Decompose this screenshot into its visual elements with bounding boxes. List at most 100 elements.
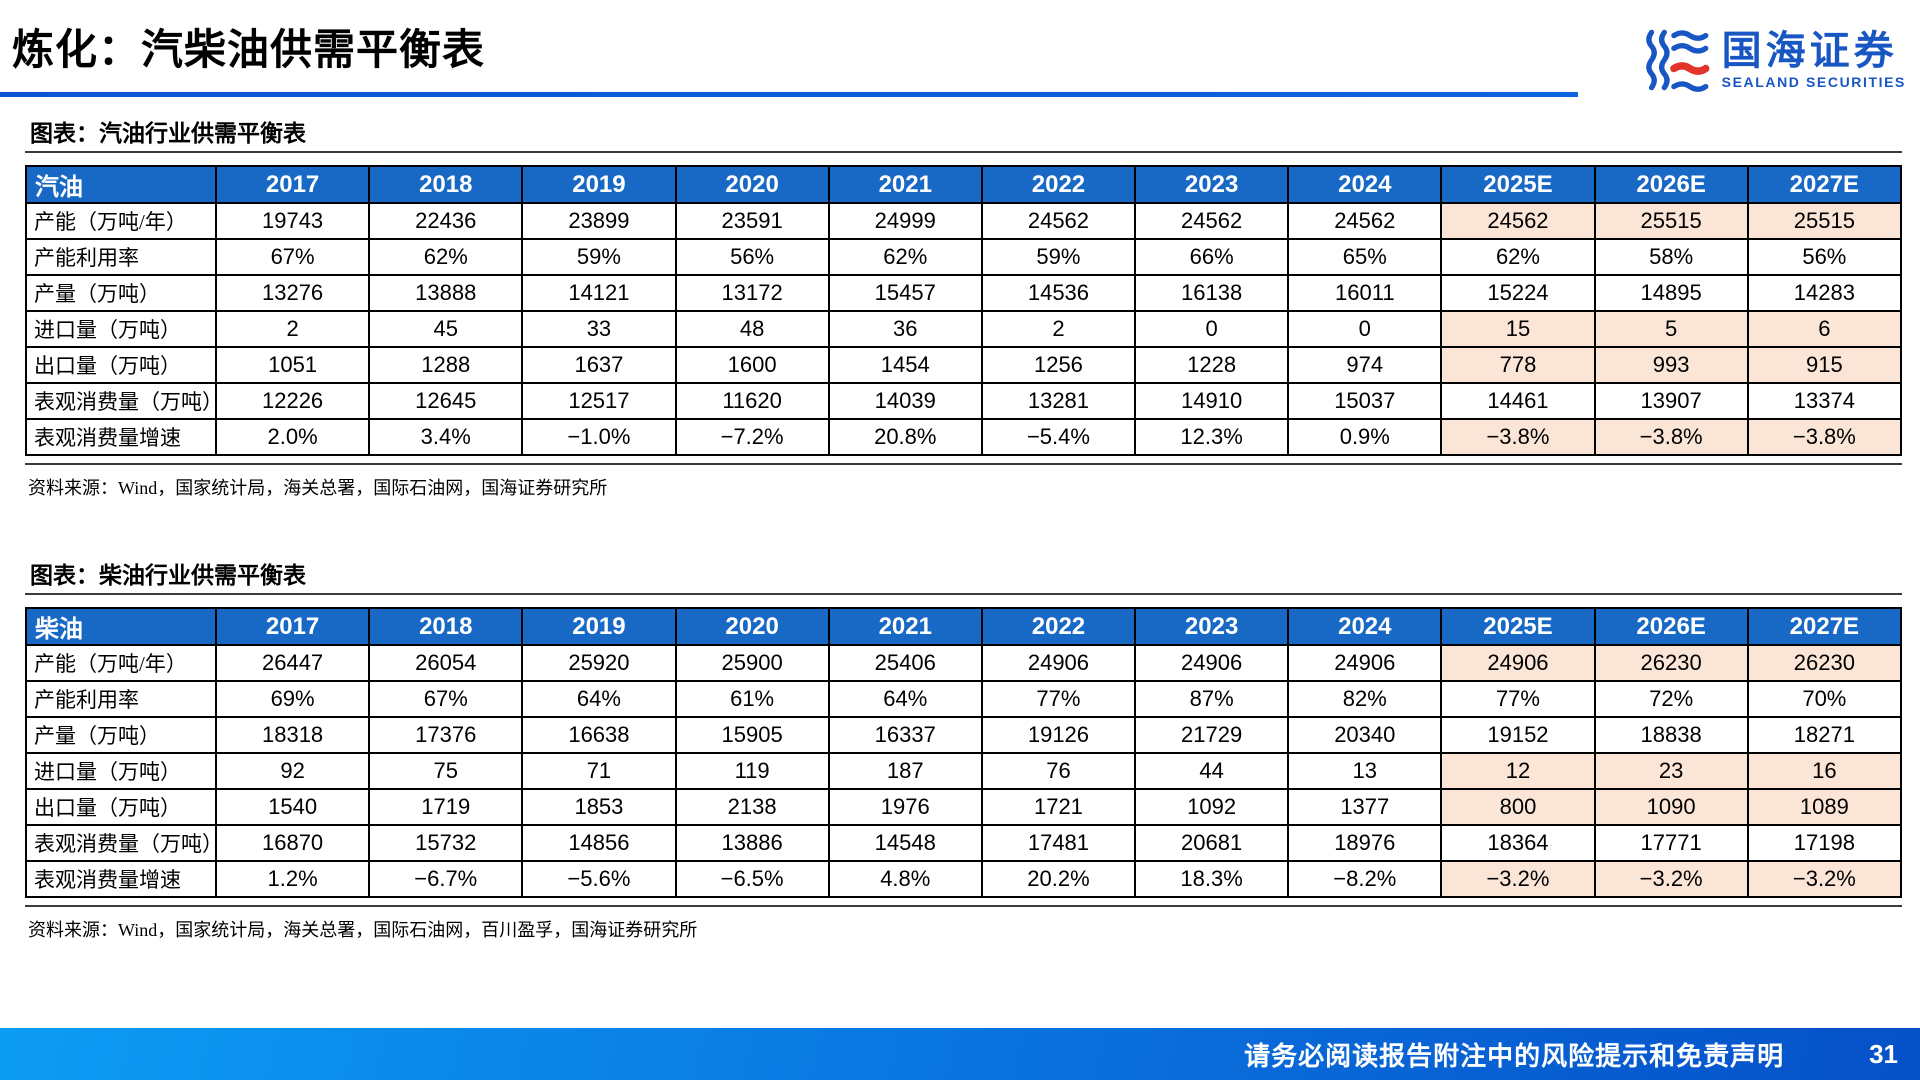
table-row: 表观消费量增速 2.0% 3.4% −1.0% −7.2% 20.8% −5.4% 12.3%… (25, 418, 1903, 456)
value-cell: 25515 (1746, 202, 1903, 240)
year-header: 2022 (980, 165, 1137, 204)
value-cell: 1256 (980, 346, 1137, 384)
value-cell: 87% (1134, 680, 1290, 718)
footer-bar: 请务必阅读报告附注中的风险提示和免责声明 31 (0, 1028, 1920, 1080)
header-row: 汽油 2017 2018 2019 2020 2021 2022 2023 2024 2025E 2… (25, 165, 1903, 204)
value-cell: 974 (1287, 346, 1443, 384)
year-header: 2021 (827, 607, 983, 646)
value-cell: 993 (1593, 346, 1749, 384)
year-header: 2017 (214, 165, 371, 204)
value-cell: 11620 (674, 382, 830, 420)
source-note: 资料来源：Wind，国家统计局，海关总署，国际石油网，百川盈孚，国海证券研究所 (28, 920, 698, 940)
value-cell: 187 (827, 752, 983, 790)
value-cell: 0 (1287, 310, 1443, 348)
year-header: 2020 (674, 607, 830, 646)
value-cell: 14910 (1134, 382, 1290, 420)
table-row: 表观消费量增速 1.2% −6.7% −5.6% −6.5% 4.8% 20.2% 18.3%… (25, 860, 1903, 898)
value-cell: 15905 (674, 716, 830, 754)
value-cell: 0.9% (1287, 418, 1443, 456)
year-header: 2021 (827, 165, 983, 204)
value-cell: 18976 (1287, 824, 1443, 862)
value-cell: 0 (1134, 310, 1290, 348)
value-cell: 14536 (980, 274, 1137, 312)
value-cell: 92 (214, 752, 371, 790)
year-header: 2024 (1287, 165, 1443, 204)
year-header: 2023 (1134, 165, 1290, 204)
table-row: 产量（万吨） 18318 17376 16638 15905 16337 19126 2172… (25, 716, 1903, 754)
value-cell: 48 (674, 310, 830, 348)
value-cell: 65% (1287, 238, 1443, 276)
row-label: 产能（万吨/年） (25, 644, 217, 682)
year-header: 2019 (521, 607, 677, 646)
value-cell: 15037 (1287, 382, 1443, 420)
logo-chinese-name: 国海证券 (1721, 29, 1898, 73)
value-cell: 77% (980, 680, 1137, 718)
value-cell: 24562 (1440, 202, 1596, 240)
value-cell: 67% (368, 680, 524, 718)
figure-caption: 图表：柴油行业供需平衡表 (30, 562, 306, 588)
value-cell: 13276 (214, 274, 371, 312)
value-cell: 14856 (521, 824, 677, 862)
value-cell: 16011 (1287, 274, 1443, 312)
value-cell: 15457 (827, 274, 983, 312)
value-cell: 2.0% (214, 418, 371, 456)
year-header: 2018 (368, 165, 524, 204)
value-cell: 13907 (1593, 382, 1749, 420)
value-cell: 1540 (214, 788, 371, 826)
value-cell: 18.3% (1134, 860, 1290, 898)
value-cell: 20681 (1134, 824, 1290, 862)
value-cell: 778 (1440, 346, 1596, 384)
gasoline-figure: 图表：汽油行业供需平衡表 汽油 2017 2018 2019 2020 2021 2022 2… (25, 118, 1903, 500)
value-cell: 1600 (674, 346, 830, 384)
year-header: 2026E (1593, 165, 1749, 204)
row-label: 表观消费量（万吨） (25, 824, 217, 862)
value-cell: 2138 (674, 788, 830, 826)
value-cell: −3.8% (1746, 418, 1903, 456)
value-cell: 1976 (827, 788, 983, 826)
year-header: 2024 (1287, 607, 1443, 646)
value-cell: 14895 (1593, 274, 1749, 312)
value-cell: 21729 (1134, 716, 1290, 754)
value-cell: 13888 (368, 274, 524, 312)
value-cell: 24999 (827, 202, 983, 240)
value-cell: 18838 (1593, 716, 1749, 754)
value-cell: 59% (980, 238, 1137, 276)
table-row: 进口量（万吨） 2 45 33 48 36 2 0 0 15 5 6 (25, 310, 1903, 348)
title-divider (0, 92, 1578, 97)
table-row: 产量（万吨） 13276 13888 14121 13172 15457 14536 1613… (25, 274, 1903, 312)
row-label: 表观消费量增速 (25, 418, 217, 456)
value-cell: 18318 (214, 716, 371, 754)
value-cell: 16638 (521, 716, 677, 754)
value-cell: 5 (1593, 310, 1749, 348)
value-cell: 17198 (1746, 824, 1903, 862)
logo-english-name: SEALAND SECURITIES (1721, 74, 1906, 90)
table-corner-label: 汽油 (25, 165, 217, 204)
value-cell: 915 (1746, 346, 1903, 384)
value-cell: −8.2% (1287, 860, 1443, 898)
figure-caption: 图表：汽油行业供需平衡表 (30, 120, 306, 146)
value-cell: 19152 (1440, 716, 1596, 754)
row-label: 表观消费量（万吨） (25, 382, 217, 420)
sealand-logo-icon (1645, 29, 1710, 92)
row-label: 产能（万吨/年） (25, 202, 217, 240)
value-cell: 24562 (980, 202, 1137, 240)
value-cell: 17771 (1593, 824, 1749, 862)
value-cell: 2 (214, 310, 371, 348)
value-cell: 12226 (214, 382, 371, 420)
value-cell: 17481 (980, 824, 1137, 862)
value-cell: 16337 (827, 716, 983, 754)
footer-disclaimer: 请务必阅读报告附注中的风险提示和免责声明 (1244, 1040, 1785, 1071)
value-cell: 25406 (827, 644, 983, 682)
value-cell: 4.8% (827, 860, 983, 898)
year-header: 2027E (1746, 165, 1903, 204)
value-cell: 19126 (980, 716, 1137, 754)
value-cell: −5.6% (521, 860, 677, 898)
value-cell: −3.8% (1593, 418, 1749, 456)
year-header: 2025E (1440, 165, 1596, 204)
value-cell: 20.8% (827, 418, 983, 456)
value-cell: −3.2% (1440, 860, 1596, 898)
value-cell: 16 (1746, 752, 1903, 790)
value-cell: 2 (980, 310, 1137, 348)
row-label: 表观消费量增速 (25, 860, 217, 898)
